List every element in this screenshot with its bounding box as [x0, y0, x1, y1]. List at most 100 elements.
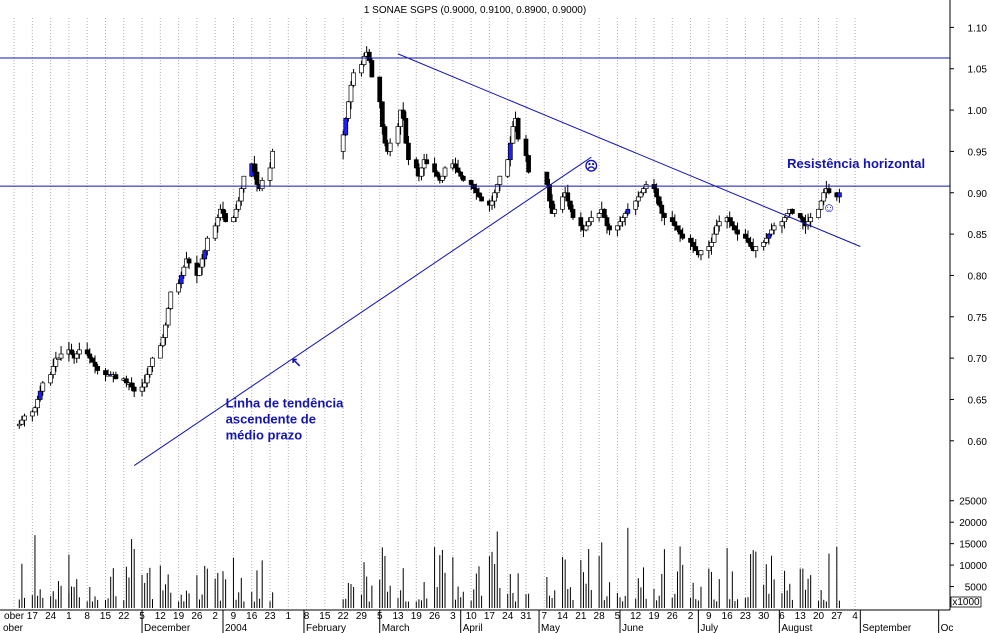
candle-body — [413, 159, 419, 169]
candle-body — [821, 192, 827, 202]
candle-body — [84, 349, 90, 355]
candle-body — [797, 213, 803, 218]
candle-body — [641, 188, 646, 194]
x-day-tick-label: 2 — [212, 611, 218, 622]
x-day-tick-label: 30 — [758, 611, 770, 622]
candle-body — [709, 242, 714, 247]
candle-body — [90, 357, 95, 363]
candle-body — [440, 175, 445, 181]
candle-body — [745, 237, 751, 243]
candle-body — [22, 415, 27, 421]
x-day-tick-label: 9 — [231, 611, 237, 622]
candle-body — [186, 258, 192, 264]
candle-body — [544, 171, 550, 185]
candle-body — [29, 411, 35, 417]
x-day-tick-label: 24 — [45, 611, 57, 622]
candle-body — [748, 242, 753, 247]
candle-body — [212, 225, 218, 239]
candle-body — [144, 374, 150, 384]
candle-body — [233, 208, 239, 218]
x-day-tick-label: 26 — [429, 611, 441, 622]
candle-body — [515, 117, 521, 140]
candle-body — [252, 163, 257, 173]
candle-body — [223, 213, 228, 223]
price-tick-label: 1.10 — [968, 23, 988, 34]
candle-body — [139, 386, 145, 392]
candle-body — [547, 184, 552, 202]
candle-body — [782, 217, 787, 223]
x-day-tick-label: 17 — [484, 611, 496, 622]
candle-body — [716, 221, 722, 227]
candle-body — [468, 180, 474, 185]
candle-body — [419, 167, 424, 177]
x-day-tick-label: 29 — [356, 611, 368, 622]
candle-body — [523, 138, 529, 156]
x-day-tick-label: 19 — [173, 611, 185, 622]
annotation-layer: Resistência horizontal Linha de tendência… — [226, 156, 926, 443]
candle-body — [460, 175, 466, 181]
candle-body — [617, 221, 623, 227]
candle-body — [622, 213, 628, 218]
candle-body — [434, 171, 440, 177]
grid-layer — [13, 18, 856, 610]
candle-body — [254, 171, 260, 185]
candle-body — [351, 72, 356, 86]
annotation-text: médio prazo — [226, 428, 303, 443]
candle-body — [176, 283, 181, 293]
candle-body — [37, 390, 43, 400]
x-day-tick-label: 15 — [319, 611, 331, 622]
x-day-tick-label: 20 — [813, 611, 825, 622]
price-tick-label: 0.70 — [968, 354, 988, 365]
x-day-tick-label: 24 — [502, 611, 514, 622]
candle-body — [202, 250, 208, 260]
candle-body — [492, 192, 497, 202]
x-day-tick-label: 12 — [630, 611, 642, 622]
candle-body — [549, 200, 555, 214]
x-day-tick-label: 19 — [648, 611, 660, 622]
price-tick-label: 0.80 — [968, 271, 988, 282]
candle-body — [53, 357, 59, 367]
candle-body — [58, 353, 64, 359]
x-month-label: Oc — [941, 623, 954, 633]
candle-body — [241, 175, 247, 189]
candle-body — [698, 250, 704, 256]
x-day-tick-label: 1 — [286, 611, 292, 622]
candle-body — [87, 353, 93, 359]
candle-body — [494, 184, 500, 194]
candle-body — [659, 204, 665, 214]
volume-tick-label: 5000 — [965, 583, 988, 594]
candle-body — [160, 337, 166, 347]
candle-body — [688, 237, 693, 243]
candle-body — [181, 266, 187, 276]
x-day-tick-label: 26 — [191, 611, 203, 622]
candle-body — [479, 196, 484, 202]
candle-body — [238, 188, 244, 202]
candle-body — [826, 188, 832, 194]
candle-body — [552, 208, 558, 214]
candle-body — [729, 221, 735, 227]
candle-body — [656, 196, 662, 206]
x-day-tick-label: 9 — [706, 611, 712, 622]
candle-body — [578, 217, 584, 227]
candle-body — [601, 208, 607, 218]
candle-body — [35, 399, 40, 409]
volume-tick-label: 15000 — [959, 540, 987, 551]
x-day-tick-label: ober — [4, 611, 25, 622]
price-tick-label: 1.05 — [968, 65, 988, 76]
lines-layer — [0, 53, 950, 467]
x-day-tick-label: 22 — [118, 611, 130, 622]
candle-body — [568, 200, 573, 210]
x-day-tick-label: 6 — [779, 611, 785, 622]
candle-body — [526, 155, 531, 173]
candle-body — [693, 246, 699, 251]
x-day-tick-label: 21 — [575, 611, 587, 622]
volume-unit-box — [950, 596, 982, 608]
x-month-label: April — [463, 623, 483, 633]
price-tick-label: 0.65 — [968, 395, 988, 406]
price-tick-label: 0.90 — [968, 189, 988, 200]
volume-tick-label: 25000 — [959, 497, 987, 508]
x-month-label: June — [622, 623, 644, 633]
candle-body — [129, 382, 134, 388]
